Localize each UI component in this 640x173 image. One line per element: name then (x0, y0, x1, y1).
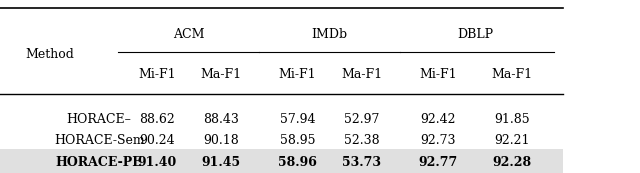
Text: Mi-F1: Mi-F1 (420, 68, 457, 81)
Text: 92.42: 92.42 (420, 113, 456, 126)
Text: 88.62: 88.62 (139, 113, 175, 126)
Text: 92.77: 92.77 (419, 156, 458, 170)
Text: ACM: ACM (173, 28, 205, 41)
Text: HORACE–: HORACE– (67, 113, 132, 126)
Text: 91.40: 91.40 (137, 156, 177, 170)
Text: Ma-F1: Ma-F1 (200, 68, 241, 81)
Text: 92.73: 92.73 (420, 134, 456, 148)
Text: 90.24: 90.24 (139, 134, 175, 148)
Text: HORACE-Sem: HORACE-Sem (54, 134, 145, 148)
Text: 90.18: 90.18 (203, 134, 239, 148)
Text: IMDb: IMDb (312, 28, 348, 41)
Text: 52.38: 52.38 (344, 134, 380, 148)
Text: Ma-F1: Ma-F1 (341, 68, 382, 81)
Text: Mi-F1: Mi-F1 (279, 68, 316, 81)
Text: DBLP: DBLP (458, 28, 493, 41)
Text: Method: Method (25, 48, 74, 61)
Text: Mi-F1: Mi-F1 (138, 68, 175, 81)
Text: HORACE-PE: HORACE-PE (56, 156, 143, 170)
Text: 92.28: 92.28 (492, 156, 532, 170)
Text: 91.45: 91.45 (201, 156, 241, 170)
Text: 91.85: 91.85 (494, 113, 530, 126)
Text: 58.96: 58.96 (278, 156, 317, 170)
Text: 52.97: 52.97 (344, 113, 380, 126)
Text: 53.73: 53.73 (342, 156, 381, 170)
Text: 58.95: 58.95 (280, 134, 316, 148)
Text: 92.21: 92.21 (494, 134, 530, 148)
Text: 88.43: 88.43 (203, 113, 239, 126)
FancyBboxPatch shape (0, 149, 563, 173)
Text: Ma-F1: Ma-F1 (492, 68, 532, 81)
Text: 57.94: 57.94 (280, 113, 316, 126)
